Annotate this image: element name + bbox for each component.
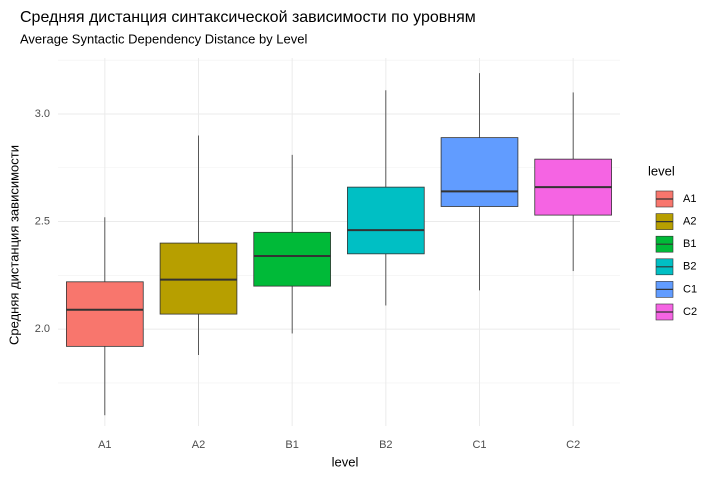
chart-subtitle: Average Syntactic Dependency Distance by… <box>20 31 307 46</box>
legend-label: C2 <box>683 306 697 318</box>
x-tick-label: B1 <box>285 439 298 451</box>
x-tick-label: C1 <box>472 439 486 451</box>
box <box>253 231 331 287</box>
y-tick-label: 3.0 <box>35 108 50 120</box>
legend-label: B2 <box>683 261 696 273</box>
x-tick-label: B2 <box>379 439 392 451</box>
y-tick-label: 2.0 <box>35 323 50 335</box>
box <box>66 281 144 347</box>
legend-label: C1 <box>683 283 697 295</box>
x-tick-label: C2 <box>566 439 580 451</box>
legend-label: A1 <box>683 193 696 205</box>
legend-label: A2 <box>683 216 696 228</box>
x-tick-label: A1 <box>98 439 111 451</box>
y-tick-label: 2.5 <box>35 215 50 227</box>
legend-label: B1 <box>683 238 696 250</box>
legend-title: level <box>648 163 675 178</box>
y-axis-label: Средняя дистанция зависимости <box>6 145 21 345</box>
box <box>159 242 238 315</box>
box <box>347 186 425 255</box>
x-axis-label: level <box>332 454 359 469</box>
x-tick-label: A2 <box>192 439 205 451</box>
box <box>440 137 519 207</box>
chart-title: Средняя дистанция синтаксической зависим… <box>20 9 476 26</box>
